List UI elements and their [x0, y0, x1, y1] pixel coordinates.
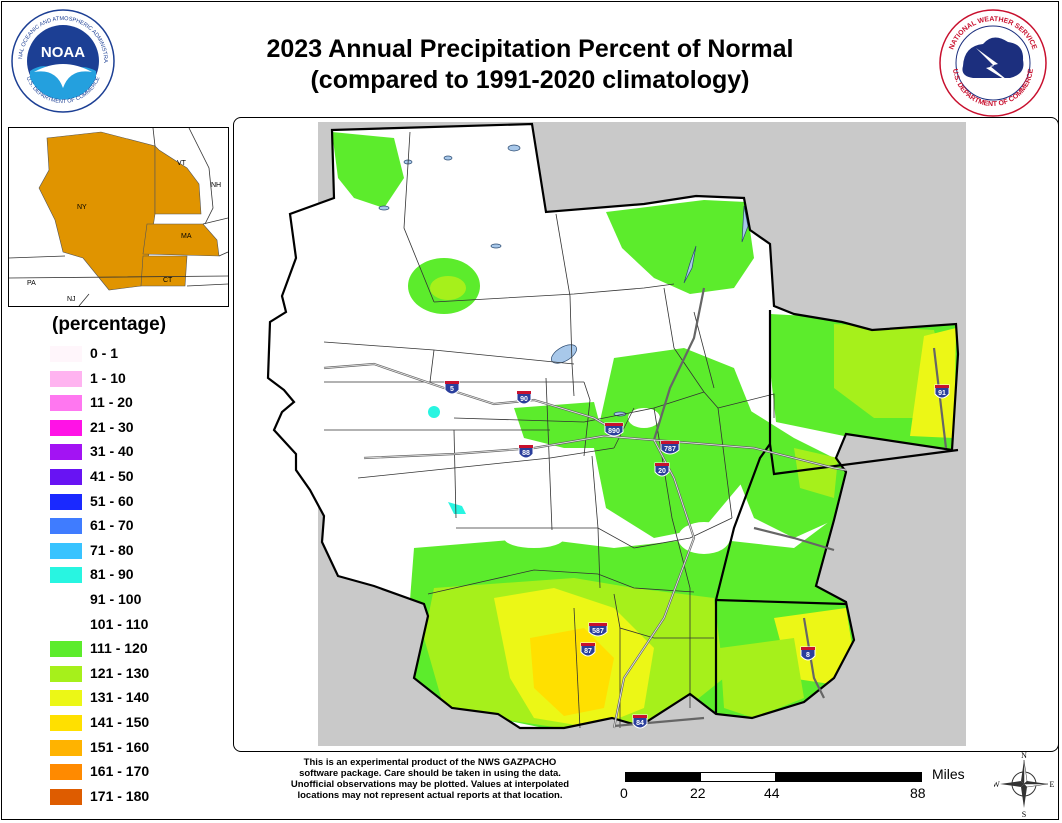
- legend-label: 31 - 40: [90, 443, 134, 460]
- legend-label: 171 - 180: [90, 787, 150, 804]
- legend-label: 151 - 160: [90, 738, 150, 755]
- inset-vt-region: [154, 145, 202, 215]
- interstate-shields: 5 90 890 88 787 20 587 87 84 91 8: [444, 380, 950, 729]
- svg-text:88: 88: [522, 450, 530, 457]
- county-boundaries: [323, 131, 775, 729]
- interstate-shield: 90: [516, 390, 532, 405]
- inset-label-pa: PA: [27, 280, 36, 287]
- disclaimer-text: This is an experimental product of the N…: [290, 757, 570, 801]
- legend-label: 101 - 110: [90, 615, 149, 632]
- svg-text:W: W: [994, 780, 1000, 789]
- scale-bar: Miles 0 22 44 88: [620, 764, 965, 810]
- interstate-shield: 5: [444, 380, 460, 395]
- legend-label: 131 - 140: [90, 689, 150, 706]
- map-title: 2023 Annual Precipitation Percent of Nor…: [200, 34, 860, 96]
- legend-label: 21 - 30: [90, 418, 134, 435]
- noaa-logo: NOAA NATIONAL OCEANIC AND ATMOSPHERIC AD…: [8, 4, 116, 114]
- legend-swatch: [50, 469, 82, 485]
- legend-swatch: [50, 641, 82, 658]
- svg-text:E: E: [1050, 780, 1054, 789]
- interstate-shield: 8: [800, 646, 816, 661]
- legend-label: 91 - 100: [90, 591, 142, 607]
- svg-text:91: 91: [938, 390, 946, 397]
- interstate-shield: 787: [660, 440, 680, 455]
- scale-units: Miles: [932, 766, 965, 782]
- svg-text:90: 90: [520, 396, 528, 403]
- inset-label-ct: CT: [163, 277, 173, 284]
- legend-swatch: [50, 592, 82, 608]
- legend-swatch: [50, 542, 82, 559]
- legend-label: 11 - 20: [90, 394, 133, 411]
- legend-swatch: [50, 493, 82, 510]
- legend-label: 121 - 130: [90, 664, 150, 681]
- inset-label-ma: MA: [181, 233, 192, 240]
- interstate-shield: 20: [654, 462, 670, 477]
- legend-label: 81 - 90: [90, 566, 134, 583]
- scale-segment-2: [700, 772, 777, 782]
- svg-text:787: 787: [664, 446, 676, 453]
- legend-label: 161 - 170: [90, 763, 150, 780]
- inset-ct-region: [140, 255, 188, 287]
- lakes: [378, 144, 749, 417]
- legend-swatch: [50, 616, 82, 633]
- scale-segment-3: [775, 772, 922, 782]
- noaa-logo-text: NOAA: [41, 44, 85, 61]
- highways-inner: [323, 363, 847, 729]
- svg-text:20: 20: [658, 468, 666, 475]
- svg-text:84: 84: [636, 720, 644, 727]
- interstate-shield: 587: [588, 622, 608, 637]
- scale-tick-44: 44: [764, 785, 780, 801]
- interstate-shield: 84: [632, 714, 648, 729]
- legend-swatch: [50, 690, 82, 707]
- legend-swatch: [50, 395, 82, 412]
- legend-swatch: [50, 567, 82, 584]
- svg-text:8: 8: [806, 652, 810, 659]
- scale-tick-0: 0: [620, 785, 628, 801]
- legend-label: 61 - 70: [90, 517, 134, 534]
- compass-rose-icon: N S E W: [992, 750, 1054, 823]
- scale-segment-1: [625, 772, 702, 782]
- interstate-shield: 890: [604, 422, 624, 437]
- legend-swatch: [50, 419, 82, 436]
- legend-label: 51 - 60: [90, 492, 134, 509]
- legend-title: (percentage): [52, 314, 167, 335]
- svg-text:890: 890: [608, 428, 620, 435]
- legend-label: 141 - 150: [90, 714, 150, 730]
- legend-label: 1 - 10: [90, 369, 126, 386]
- legend-label: 111 - 120: [90, 640, 148, 657]
- legend-swatch: [50, 370, 82, 387]
- svg-text:87: 87: [584, 648, 592, 655]
- nws-logo: NATIONAL WEATHER SERVICE U.S. DEPARTMENT…: [938, 8, 1048, 118]
- inset-label-nj: NJ: [67, 296, 76, 303]
- inset-label-vt: VT: [177, 160, 186, 167]
- inset-label-nh: NH: [211, 182, 222, 189]
- inset-label-ny: NY: [77, 204, 87, 211]
- inset-ma-region: [142, 223, 220, 257]
- title-line-2: (compared to 1991-2020 climatology): [310, 66, 750, 94]
- scale-tick-88: 88: [910, 785, 926, 801]
- legend-swatch: [50, 764, 82, 781]
- legend-swatch: [50, 665, 82, 682]
- legend-swatch: [50, 715, 82, 731]
- title-line-1: 2023 Annual Precipitation Percent of Nor…: [266, 35, 794, 63]
- interstate-shield: 88: [518, 444, 534, 459]
- interstate-shield: 87: [580, 642, 596, 657]
- legend-swatch: [50, 346, 82, 362]
- legend-label: 41 - 50: [90, 468, 134, 484]
- legend-label: 0 - 1: [90, 345, 119, 361]
- locator-inset-map: NY VT NH MA CT PA NJ: [8, 127, 229, 307]
- legend-swatch: [50, 518, 82, 535]
- scale-tick-22: 22: [690, 785, 706, 801]
- legend-label: 71 - 80: [90, 541, 134, 558]
- svg-text:S: S: [1022, 810, 1026, 818]
- svg-text:5: 5: [450, 386, 454, 393]
- svg-text:587: 587: [592, 628, 604, 635]
- svg-text:N: N: [1021, 751, 1027, 760]
- interstate-shield: 91: [934, 384, 950, 399]
- legend-swatch: [50, 788, 82, 805]
- precipitation-map-panel: 5 90 890 88 787 20 587 87 84 91 8: [233, 117, 1059, 752]
- legend-swatch: [50, 444, 82, 461]
- legend-swatch: [50, 739, 82, 756]
- inset-ny-region: [38, 131, 156, 291]
